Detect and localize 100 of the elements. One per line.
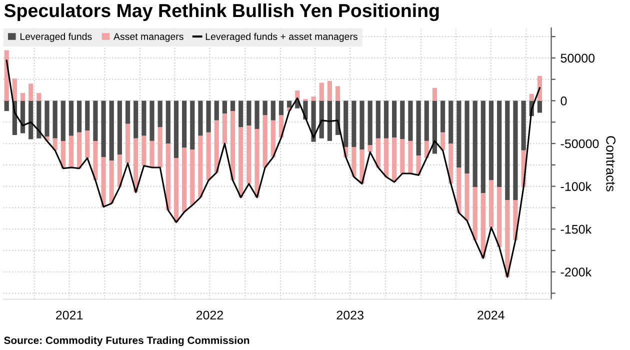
bar: [254, 128, 260, 198]
bar: [432, 88, 438, 101]
bar: [85, 130, 90, 158]
bar: [448, 100, 454, 144]
bar: [472, 100, 478, 188]
bar: [456, 100, 462, 168]
bar: [206, 100, 211, 132]
bar: [392, 138, 397, 182]
bar: [400, 139, 405, 174]
bar: [335, 86, 340, 101]
bar: [344, 100, 348, 147]
bar: [246, 126, 252, 184]
bar: [4, 100, 9, 111]
bar: [464, 173, 470, 221]
bar: [117, 100, 122, 155]
bar: [384, 100, 389, 138]
x-tick-label: 2024: [478, 310, 504, 320]
bar: [190, 100, 195, 150]
bar: [44, 100, 50, 137]
bar: [166, 144, 170, 210]
chart-title: Speculators May Rethink Bullish Yen Positioning: [4, 3, 439, 22]
bar: [230, 111, 236, 180]
bar: [262, 100, 268, 116]
bar: [488, 180, 494, 228]
bar: [28, 84, 34, 101]
bar: [12, 78, 17, 101]
bar: [109, 100, 114, 161]
bar: [158, 127, 162, 168]
bar: [480, 100, 486, 194]
bar: [77, 100, 82, 132]
bar: [432, 100, 438, 154]
bar: [287, 100, 292, 108]
bar: [529, 94, 534, 101]
bar: [262, 115, 268, 168]
bar: [109, 160, 114, 204]
bar: [238, 127, 244, 198]
line-series: [6, 60, 540, 278]
bar: [384, 138, 389, 177]
bar: [52, 100, 58, 138]
bar: [400, 100, 405, 140]
bar: [85, 100, 90, 131]
bar: [238, 100, 244, 128]
bar: [424, 100, 429, 141]
legend-label: Asset managers: [114, 33, 184, 42]
y-axis-title: Contracts: [606, 136, 616, 192]
bar: [166, 100, 170, 144]
bar: [311, 96, 316, 101]
bar: [505, 100, 510, 200]
bar: [158, 100, 162, 128]
bar: [408, 100, 413, 141]
bar: [125, 124, 130, 164]
bar: [36, 100, 42, 138]
bar: [360, 100, 364, 150]
bar: [327, 100, 332, 141]
bar: [505, 200, 510, 277]
bar: [537, 100, 542, 113]
bar: [214, 120, 219, 173]
bar: [408, 140, 413, 174]
bar: [93, 140, 98, 180]
x-tick-label: 2021: [56, 310, 83, 320]
bar: [513, 100, 518, 200]
bar: [198, 136, 203, 198]
x-tick-label: 2022: [196, 310, 223, 320]
bar: [20, 93, 26, 101]
bar: [497, 187, 502, 248]
bar: [327, 81, 332, 101]
legend-label: Leveraged funds + asset managers: [206, 32, 358, 42]
bar: [60, 100, 66, 141]
legend-label: Leveraged funds: [20, 32, 92, 42]
bar: [368, 145, 372, 152]
bar: [270, 100, 276, 120]
bar: [319, 100, 324, 138]
bar: [440, 100, 446, 132]
bar: [497, 100, 502, 188]
bar: [480, 193, 486, 258]
bar: [190, 150, 195, 206]
bar: [254, 100, 260, 129]
bar: [319, 82, 324, 101]
bar: [182, 148, 187, 212]
bar: [230, 100, 236, 111]
bar: [222, 100, 228, 114]
bar: [142, 136, 146, 166]
bar: [352, 100, 356, 147]
bar: [150, 140, 154, 168]
bar: [368, 100, 372, 146]
bar: [311, 100, 316, 142]
bar: [60, 140, 66, 168]
bar: [464, 100, 470, 174]
bar: [440, 132, 446, 150]
bar: [376, 100, 380, 138]
bar: [28, 100, 34, 140]
bar: [182, 100, 187, 148]
bar: [20, 100, 26, 134]
bar: [101, 157, 106, 207]
bar: [68, 136, 74, 168]
bar: [206, 132, 211, 180]
bar: [174, 158, 179, 222]
bar: [93, 100, 98, 141]
bar: [198, 100, 203, 136]
bar: [36, 93, 42, 101]
